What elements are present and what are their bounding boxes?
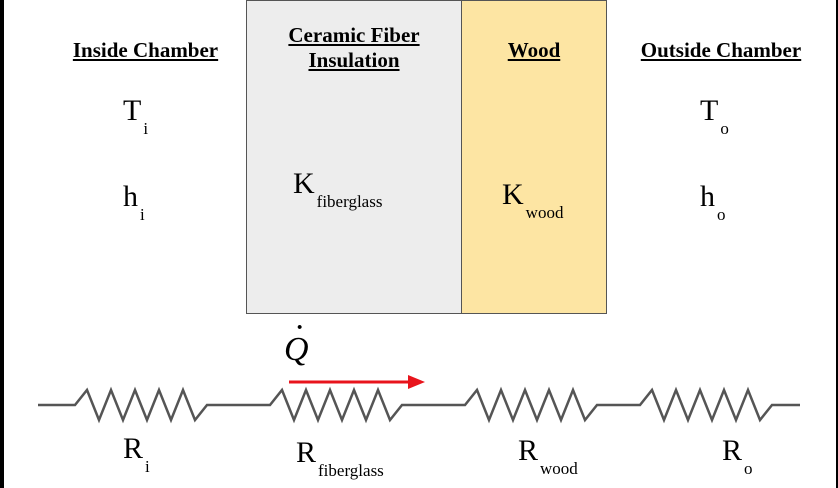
inside-temperature: Ti xyxy=(123,94,149,138)
right-border xyxy=(836,0,838,488)
ceramic-heading-line1: Ceramic Fiber xyxy=(288,23,420,47)
inside-convection-coef: hi xyxy=(123,180,145,224)
resistor-chain xyxy=(38,386,800,424)
outside-temperature: To xyxy=(700,94,729,138)
wood-layer xyxy=(461,0,607,314)
resistor-label-fiberglass: Rfiberglass xyxy=(296,436,384,480)
k-wood: Kwood xyxy=(502,178,564,222)
ceramic-heading-line2: Insulation xyxy=(308,48,400,72)
heat-flow-symbol: Q xyxy=(284,309,309,369)
resistor-label-outside: Ro xyxy=(722,434,753,478)
inside-chamber-heading: Inside Chamber xyxy=(72,38,219,62)
resistor-label-inside: Ri xyxy=(123,432,150,476)
wood-heading: Wood xyxy=(507,38,561,62)
outside-convection-coef: ho xyxy=(700,180,726,224)
heat-flow-arrow xyxy=(289,375,425,389)
left-border xyxy=(0,0,4,488)
outside-chamber-heading: Outside Chamber xyxy=(640,38,802,62)
ceramic-heading: Ceramic Fiber Insulation xyxy=(256,23,452,73)
resistor-label-wood: Rwood xyxy=(518,434,578,478)
ceramic-fiber-layer xyxy=(246,0,462,314)
k-fiberglass: Kfiberglass xyxy=(293,167,383,211)
